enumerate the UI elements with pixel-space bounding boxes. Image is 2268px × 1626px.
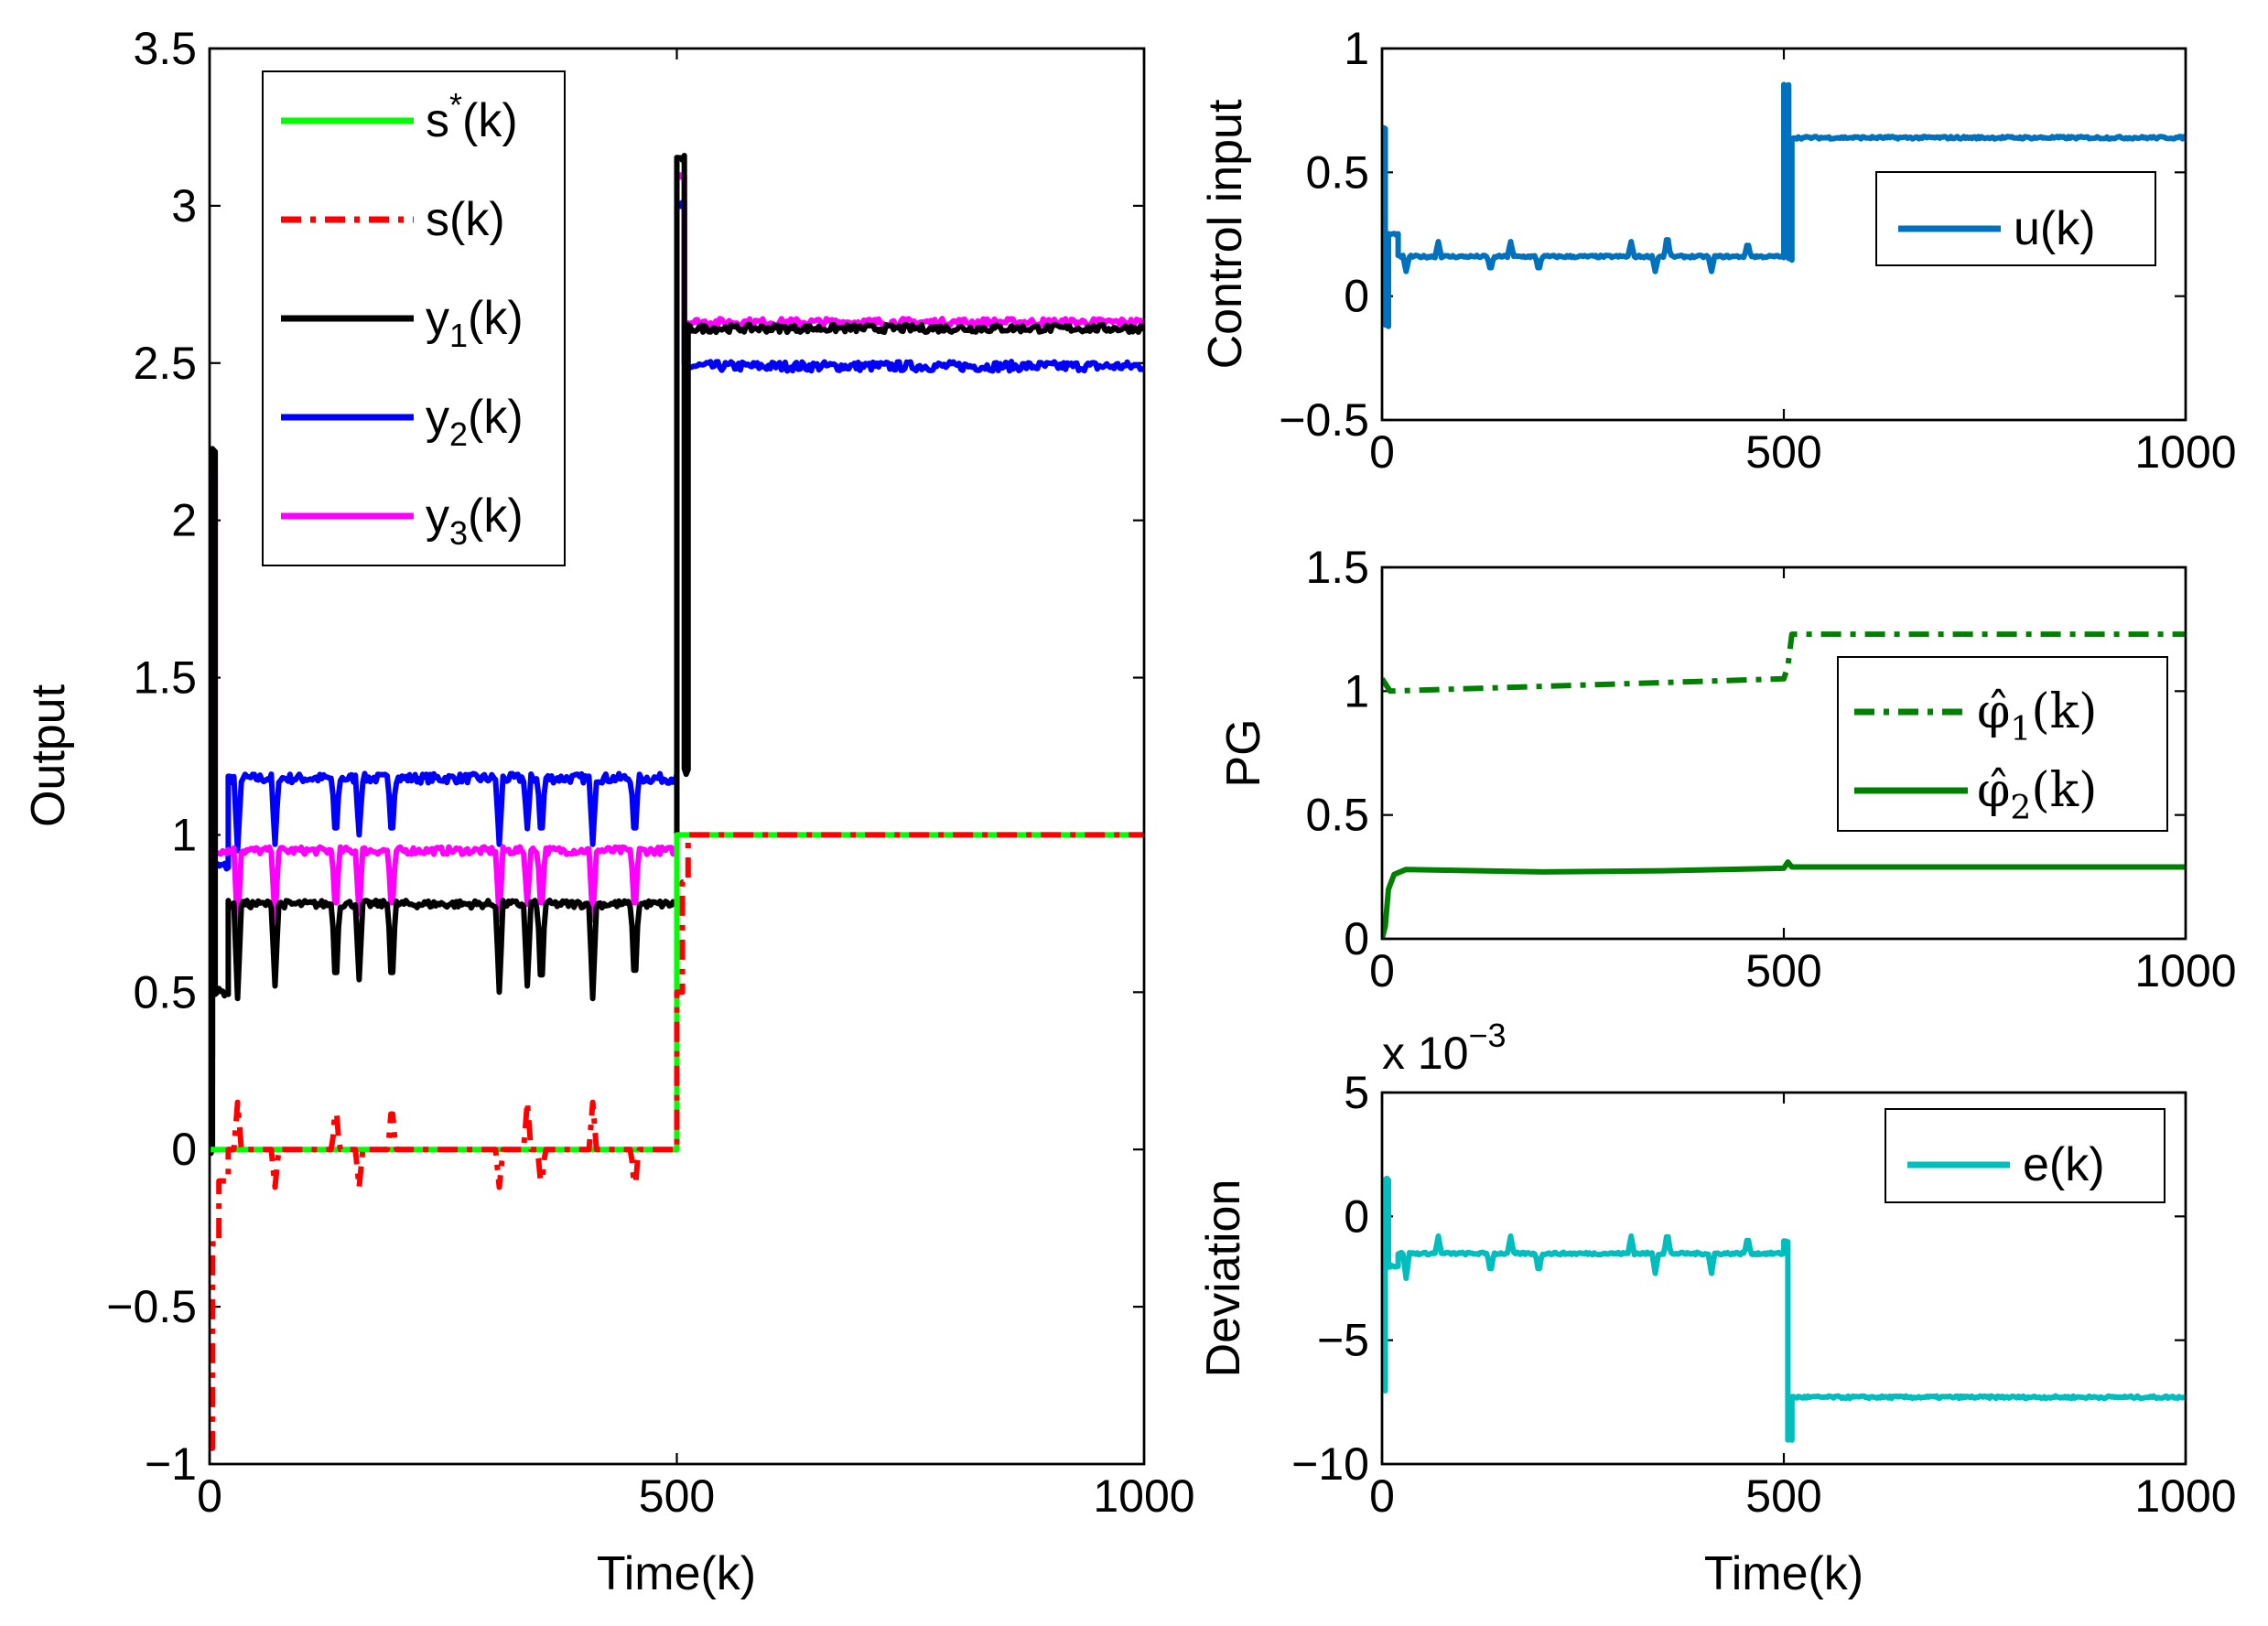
control-legend: u(k) [1875,171,2156,266]
output-ytick-label: 0.5 [133,966,197,1018]
deviation-frame-border [1380,1091,2187,1466]
pg-ytick-label: 1 [1344,665,1369,716]
deviation-legend-label-e: e(k) [2023,1138,2105,1191]
pg-ytick-label: 1.5 [1305,542,1369,593]
output-ytick-label: −1 [145,1438,197,1490]
deviation-xtick-label: 500 [1745,1470,1821,1522]
pg-frame-border [1380,565,2187,941]
pg-ylabel: PG [1217,718,1270,787]
control-series [1382,81,2186,329]
control-legend-label-u: u(k) [2014,202,2096,255]
deviation-xtick-label: 0 [1369,1470,1395,1522]
output-frame-border [208,47,1146,1466]
deviation-ticks: 0 500 1000 −10 −5 0 5 [1291,1067,2236,1522]
control-frame-border [1380,47,2187,422]
pg-ytick-label: 0.5 [1305,790,1369,841]
output-ytick-label: 1.5 [133,652,197,704]
output-legend-label-s_star: s*(k) [426,86,518,147]
output-ytick-label: 0 [171,1124,197,1175]
deviation-ytick-label: 0 [1344,1190,1369,1242]
deviation-xtick-label: 1000 [2134,1470,2236,1522]
output-ytick-label: 3 [171,180,197,232]
output-ytick-label: 3.5 [133,23,197,74]
output-legend-label-y3: y3(k) [426,490,524,552]
deviation-ytick-label: −5 [1317,1315,1369,1366]
control-ytick-label: 0 [1344,271,1369,322]
output-legend-label-y1: y1(k) [426,292,524,354]
control-ytick-label: −0.5 [1279,394,1369,446]
deviation-series-e [1382,1175,2186,1443]
output-ytick-label: 2 [171,495,197,546]
deviation-ytick-label: −10 [1291,1438,1369,1490]
deviation-ytick-label: 5 [1344,1067,1369,1118]
output-ylabel: Output [22,684,75,827]
output-ytick-label: −0.5 [106,1281,197,1332]
output-panel: 0 500 1000 −1 −0.5 0 0.5 1 1.5 2 2.5 3 3.5 Time(k) O… [22,23,1195,1600]
pg-legend-label-phi2: φ̂2(k) [1977,763,2097,827]
pg-legend: φ̂1(k) φ̂2(k) [1837,656,2168,832]
pg-ticks: 0 500 1000 0 0.5 1 1.5 [1305,542,2236,996]
output-xtick-label: 500 [639,1470,715,1522]
pg-series [1382,631,2186,939]
control-xtick-label: 500 [1745,426,1821,478]
pg-series-phi1 [1382,631,2186,695]
control-ylabel: Control input [1199,99,1252,369]
deviation-legend: e(k) [1885,1108,2165,1203]
deviation-ylabel: Deviation [1197,1179,1250,1378]
control-series-u [1382,81,2186,329]
control-ytick-label: 1 [1344,23,1369,74]
output-series-s [210,832,1144,1451]
pg-legend-box [1837,656,2168,832]
output-xlabel: Time(k) [597,1547,756,1600]
pg-ytick-label: 0 [1344,913,1369,964]
control-xtick-label: 0 [1369,426,1395,478]
pg-panel: 0 500 1000 0 0.5 1 1.5 PG φ̂1(k) φ̂2(k) [1217,542,2237,996]
control-panel: 0 500 1000−0.500.51 Control input u(k) [1199,23,2237,478]
output-xtick-label: 0 [197,1470,222,1522]
deviation-scale-factor: x 10−3 [1382,1017,1507,1079]
output-ticks: 0 500 1000 −1 −0.5 0 0.5 1 1.5 2 2.5 3 3.5 [106,23,1194,1522]
pg-xtick-label: 1000 [2134,945,2236,996]
output-legend-label-y2: y2(k) [426,391,524,453]
deviation-legend-box [1885,1108,2165,1203]
output-ytick-label: 2.5 [133,338,197,389]
deviation-series [1382,1175,2186,1443]
pg-legend-label-phi1: φ̂1(k) [1977,684,2097,748]
output-series [210,153,1144,1451]
deviation-xlabel: Time(k) [1704,1547,1863,1600]
output-legend: s*(k) s(k) y1(k) y2(k) y3(k) [262,70,566,566]
deviation-panel: 0 500 1000 −10 −5 0 5 Time(k) Deviation x 10−3… [1197,1017,2237,1600]
control-xtick-label: 1000 [2134,426,2236,478]
output-ytick-label: 1 [171,809,197,860]
pg-xtick-label: 0 [1369,945,1395,996]
output-series-y2 [210,199,1144,1061]
output-legend-label-s: s(k) [426,193,505,246]
pg-xtick-label: 500 [1745,945,1821,996]
output-xtick-label: 1000 [1093,1470,1194,1522]
control-legend-box [1875,171,2156,266]
control-ytick-label: 0.5 [1305,146,1369,198]
pg-series-phi2 [1382,859,2186,939]
